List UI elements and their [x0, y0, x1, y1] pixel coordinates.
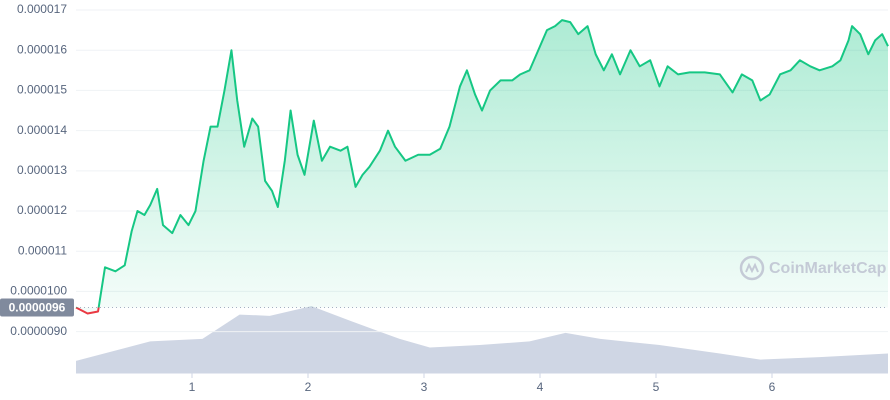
watermark-text: CoinMarketCap — [769, 260, 887, 277]
x-tick-label: 3 — [421, 380, 428, 394]
price-layer — [75, 19, 889, 315]
current-price-box — [0, 298, 74, 317]
x-tick-label: 6 — [769, 380, 776, 394]
price-line — [75, 19, 889, 315]
x-tick-label: 2 — [305, 380, 312, 394]
volume-area — [76, 306, 888, 373]
y-tick-label: 0.0000100 — [10, 284, 67, 298]
x-tick-label: 4 — [537, 380, 544, 394]
current-price-label: 0.0000096 — [9, 301, 66, 315]
y-tick-label: 0.000015 — [17, 83, 67, 97]
y-tick-label: 0.000017 — [17, 2, 67, 16]
y-tick-label: 0.000011 — [18, 243, 67, 257]
watermark-logo-mark — [745, 262, 759, 274]
y-tick-label: 0.0000090 — [10, 324, 67, 338]
watermark-logo — [739, 255, 765, 281]
y-tick-label: 0.000016 — [17, 42, 67, 56]
watermark: CoinMarketCap — [739, 255, 887, 281]
volume-layer — [76, 306, 888, 373]
y-tick-label: 0.000012 — [17, 203, 67, 217]
y-tick-label: 0.000014 — [17, 123, 67, 137]
x-tick-label: 5 — [653, 380, 660, 394]
price-area — [76, 20, 888, 314]
x-tick-label: 1 — [189, 380, 196, 394]
y-tick-label: 0.000013 — [17, 163, 67, 177]
axes-layer: 0.0000090 0.0000100 0.000011 0.000012 0.0000… — [0, 2, 888, 394]
